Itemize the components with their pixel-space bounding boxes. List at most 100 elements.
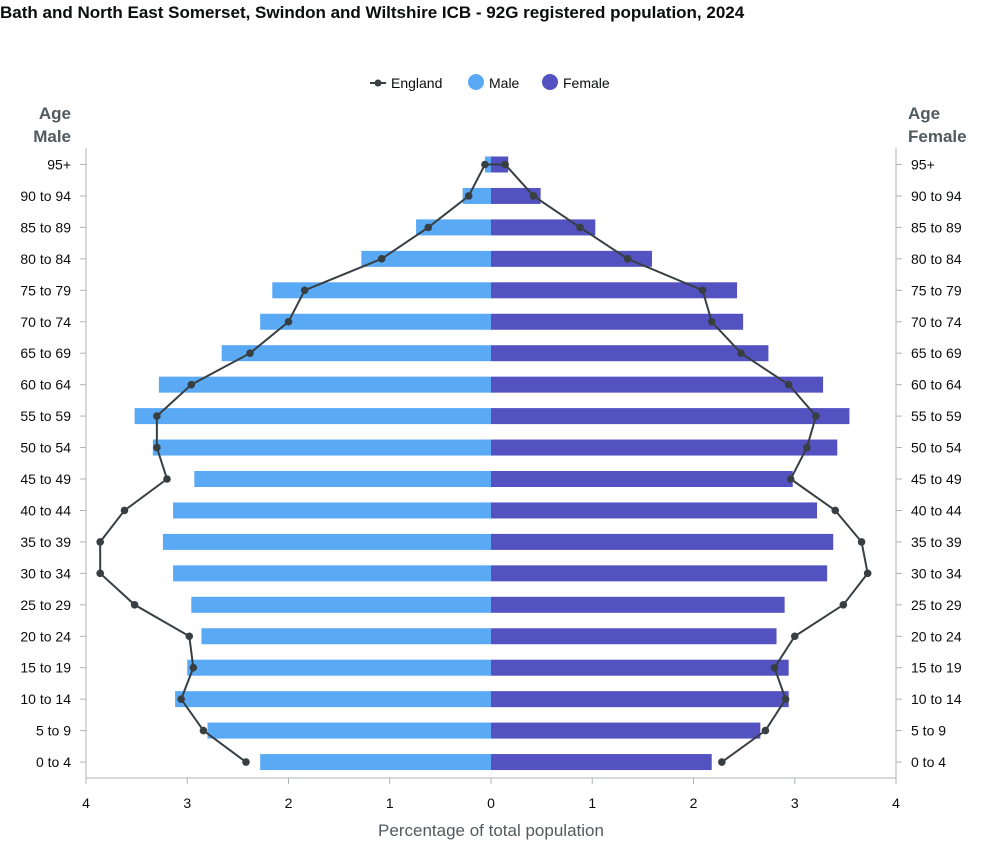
bar-male-80-to-84[interactable]	[361, 250, 491, 267]
england-point-male-20-to-24[interactable]	[185, 632, 194, 641]
bar-male-50-to-54[interactable]	[152, 439, 491, 456]
england-point-female-55-to-59[interactable]	[812, 412, 820, 420]
y-label-left-10-to-14: 10 to 14	[20, 691, 71, 707]
england-point-female-90-to-94[interactable]	[529, 192, 538, 200]
bar-female-70-to-74[interactable]	[491, 313, 744, 330]
bar-female-55-to-59[interactable]	[491, 408, 850, 425]
x-axis-title: Percentage of total population	[378, 821, 604, 840]
england-point-male-75-to-79[interactable]	[300, 286, 309, 295]
left-axis-heading-male: Male	[33, 127, 71, 146]
england-point-female-20-to-24[interactable]	[790, 632, 799, 641]
x-tick-label: 4	[892, 795, 900, 811]
bar-male-75-to-79[interactable]	[272, 282, 491, 299]
legend-item-female[interactable]: Female	[542, 74, 610, 91]
england-point-male-60-to-64[interactable]	[187, 380, 196, 389]
england-point-female-10-to-14[interactable]	[781, 695, 790, 703]
bar-male-35-to-39[interactable]	[162, 533, 491, 550]
england-point-female-70-to-74[interactable]	[707, 317, 716, 326]
england-point-female-85-to-89[interactable]	[576, 223, 584, 232]
bar-male-70-to-74[interactable]	[260, 313, 491, 330]
bar-male-10-to-14[interactable]	[175, 691, 491, 708]
england-point-male-90-to-94[interactable]	[464, 192, 473, 200]
legend-item-male[interactable]: Male	[468, 74, 520, 91]
england-point-female-80-to-84[interactable]	[623, 255, 632, 263]
england-point-female-15-to-19[interactable]	[770, 663, 779, 672]
bar-male-60-to-64[interactable]	[158, 376, 491, 393]
england-point-male-40-to-44[interactable]	[120, 506, 129, 515]
bar-male-55-to-59[interactable]	[134, 408, 491, 425]
bar-male-40-to-44[interactable]	[173, 502, 491, 519]
england-point-female-50-to-54[interactable]	[803, 443, 811, 452]
y-label-left-30-to-34: 30 to 34	[20, 565, 71, 581]
bar-female-20-to-24[interactable]	[491, 628, 777, 645]
bar-female-50-to-54[interactable]	[491, 439, 838, 456]
england-point-male-70-to-74[interactable]	[284, 317, 293, 326]
england-point-male-25-to-29[interactable]	[130, 601, 139, 609]
england-point-female-60-to-64[interactable]	[784, 380, 793, 389]
england-point-male-5-to-9[interactable]	[199, 726, 208, 735]
bar-female-85-to-89[interactable]	[491, 219, 596, 236]
bars-group	[134, 156, 850, 771]
bar-male-20-to-24[interactable]	[201, 628, 492, 645]
england-point-male-0-to-4[interactable]	[242, 758, 250, 766]
y-label-left-70-to-74: 70 to 74	[20, 314, 71, 330]
y-label-left-20-to-24: 20 to 24	[20, 628, 71, 644]
england-point-female-35-to-39[interactable]	[857, 538, 866, 546]
england-point-female-65-to-69[interactable]	[737, 349, 745, 358]
england-point-female-95plus[interactable]	[501, 160, 509, 169]
bar-male-65-to-69[interactable]	[221, 345, 492, 362]
y-label-right-60-to-64: 60 to 64	[911, 377, 962, 393]
bar-female-80-to-84[interactable]	[491, 250, 652, 267]
england-point-male-10-to-14[interactable]	[177, 695, 185, 703]
england-point-female-40-to-44[interactable]	[831, 506, 840, 515]
england-point-male-45-to-49[interactable]	[163, 475, 171, 483]
bar-female-0-to-4[interactable]	[491, 754, 712, 771]
england-point-male-35-to-39[interactable]	[96, 538, 104, 546]
bar-female-5-to-9[interactable]	[491, 722, 761, 739]
bar-female-65-to-69[interactable]	[491, 345, 769, 362]
england-point-female-30-to-34[interactable]	[863, 569, 872, 578]
bar-female-35-to-39[interactable]	[491, 533, 834, 550]
england-point-male-55-to-59[interactable]	[153, 412, 161, 420]
england-point-male-15-to-19[interactable]	[189, 663, 198, 672]
y-label-right-55-to-59: 55 to 59	[911, 408, 962, 424]
bar-female-10-to-14[interactable]	[491, 691, 789, 708]
england-point-female-75-to-79[interactable]	[698, 286, 707, 295]
england-point-male-80-to-84[interactable]	[377, 255, 386, 263]
england-point-male-95plus[interactable]	[481, 160, 489, 169]
england-point-male-30-to-34[interactable]	[96, 569, 104, 578]
bar-female-40-to-44[interactable]	[491, 502, 818, 519]
bar-female-25-to-29[interactable]	[491, 596, 785, 613]
x-tick-label: 2	[285, 795, 293, 811]
bar-male-5-to-9[interactable]	[207, 722, 492, 739]
bar-female-30-to-34[interactable]	[491, 565, 828, 582]
bar-female-75-to-79[interactable]	[491, 282, 738, 299]
chart-title: Bath and North East Somerset, Swindon an…	[0, 3, 745, 22]
bar-female-90-to-94[interactable]	[491, 187, 541, 204]
y-label-right-70-to-74: 70 to 74	[911, 314, 962, 330]
y-label-right-20-to-24: 20 to 24	[911, 628, 962, 644]
y-label-left-85-to-89: 85 to 89	[20, 219, 71, 235]
england-point-female-45-to-49[interactable]	[786, 475, 795, 483]
england-point-male-65-to-69[interactable]	[246, 349, 254, 358]
y-label-right-10-to-14: 10 to 14	[911, 691, 962, 707]
bar-male-45-to-49[interactable]	[194, 471, 491, 487]
legend-item-england[interactable]: England	[370, 75, 442, 91]
england-point-female-5-to-9[interactable]	[761, 726, 770, 735]
bar-female-15-to-19[interactable]	[491, 659, 789, 676]
bar-male-30-to-34[interactable]	[173, 565, 491, 582]
england-point-female-0-to-4[interactable]	[718, 758, 726, 766]
england-point-male-50-to-54[interactable]	[153, 443, 161, 452]
bar-female-60-to-64[interactable]	[491, 376, 824, 393]
england-line	[99, 163, 869, 763]
england-point-male-85-to-89[interactable]	[424, 223, 433, 232]
x-axis-ticks: 4 3 2 1 0 1 2 3 4	[82, 778, 900, 811]
bar-female-45-to-49[interactable]	[491, 471, 793, 487]
england-point-female-25-to-29[interactable]	[839, 601, 848, 609]
bar-male-0-to-4[interactable]	[260, 754, 491, 771]
bar-male-25-to-29[interactable]	[191, 596, 492, 613]
y-label-right-65-to-69: 65 to 69	[911, 345, 962, 361]
bar-male-15-to-19[interactable]	[187, 659, 491, 676]
y-label-left-40-to-44: 40 to 44	[20, 502, 71, 518]
right-axis-heading-age: Age	[908, 104, 940, 123]
